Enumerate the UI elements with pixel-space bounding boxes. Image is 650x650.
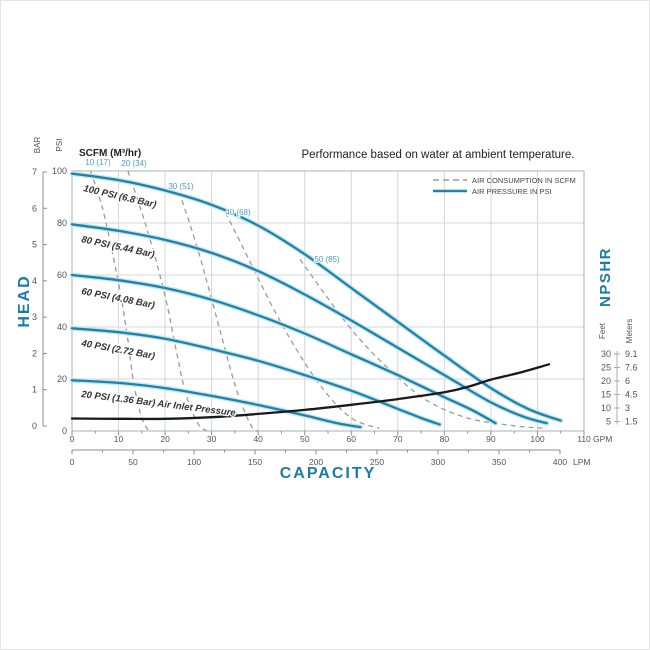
bar-axis-unit: BAR xyxy=(33,137,42,154)
meters-tick-label: 6 xyxy=(625,376,630,386)
capacity-axis-title: CAPACITY xyxy=(280,465,377,482)
air-pressure-curves xyxy=(69,171,564,430)
meters-tick-label: 4.5 xyxy=(625,390,638,400)
lpm-tick-label: 0 xyxy=(70,457,75,467)
psi-tick-label: 40 xyxy=(57,322,67,332)
gpm-tick-label: 20 xyxy=(160,434,170,444)
lpm-unit-label: LPM xyxy=(573,457,590,467)
npshr-axis-title: NPSHR xyxy=(597,247,614,307)
feet-tick-label: 25 xyxy=(601,363,611,373)
bar-tick-label: 3 xyxy=(32,312,37,322)
gpm-tick-label: 80 xyxy=(440,434,450,444)
gpm-tick-label: 100 xyxy=(530,434,544,444)
air-pressure-curve xyxy=(70,273,497,425)
gpm-tick-label: 60 xyxy=(347,434,357,444)
npshr-curve xyxy=(70,363,551,421)
feet-tick-label: 15 xyxy=(601,390,611,400)
gpm-tick-label: 40 xyxy=(253,434,263,444)
lpm-tick-label: 200 xyxy=(309,457,323,467)
legend-consumption-label: AIR CONSUMPTION IN SCFM xyxy=(472,176,576,185)
scfm-curve-label: 40 (68) xyxy=(225,208,251,217)
chart-title-note: Performance based on water at ambient te… xyxy=(302,149,575,161)
meters-tick-label: 9.1 xyxy=(625,349,638,359)
lpm-tick-label: 350 xyxy=(492,457,506,467)
lpm-tick-label: 50 xyxy=(128,457,138,467)
air-consumption-curve xyxy=(127,170,208,432)
lpm-tick-label: 100 xyxy=(187,457,201,467)
lpm-tick-label: 400 xyxy=(553,457,567,467)
bar-tick-label: 5 xyxy=(32,240,37,250)
bar-tick-label: 4 xyxy=(32,276,37,286)
psi-tick-label: 100 xyxy=(52,166,67,176)
lpm-tick-label: 150 xyxy=(248,457,262,467)
air-pressure-curve xyxy=(70,379,362,429)
feet-tick-label: 20 xyxy=(601,376,611,386)
gpm-unit-label: GPM xyxy=(593,434,612,444)
meters-tick-label: 3 xyxy=(625,403,630,413)
psi-axis-unit: PSI xyxy=(55,139,64,152)
meters-tick-label: 1.5 xyxy=(625,417,638,427)
gpm-tick-label: 110 xyxy=(577,434,591,444)
meters-tick-label: 7.6 xyxy=(625,363,638,373)
psi-tick-label: 80 xyxy=(57,218,67,228)
npshr-curve-path xyxy=(70,363,551,421)
bar-tick-label: 2 xyxy=(32,348,37,358)
legend: AIR CONSUMPTION IN SCFM AIR PRESSURE IN … xyxy=(433,176,576,196)
feet-tick-label: 30 xyxy=(601,349,611,359)
legend-pressure-label: AIR PRESSURE IN PSI xyxy=(472,187,552,196)
gpm-tick-label: 30 xyxy=(207,434,217,444)
psi-tick-label: 20 xyxy=(57,374,67,384)
scfm-header: SCFM (M³/hr) xyxy=(79,148,141,159)
meters-axis-unit: Meters xyxy=(625,319,634,343)
psi-tick-label: 0 xyxy=(62,426,67,436)
scfm-curve-label: 20 (34) xyxy=(121,159,147,168)
bar-tick-label: 6 xyxy=(32,203,37,213)
psi-tick-label: 60 xyxy=(57,270,67,280)
lpm-tick-label: 300 xyxy=(431,457,445,467)
head-axis-title: HEAD xyxy=(16,274,33,327)
air-consumption-curve xyxy=(299,259,547,430)
gpm-tick-label: 0 xyxy=(70,434,75,444)
feet-axis-unit: Feet xyxy=(598,322,607,339)
gpm-tick-label: 10 xyxy=(114,434,124,444)
gpm-tick-label: 70 xyxy=(393,434,403,444)
scfm-curve-label: 30 (51) xyxy=(168,182,194,191)
bar-tick-label: 0 xyxy=(32,421,37,431)
scfm-curve-label: 10 (17) xyxy=(85,158,111,167)
air-consumption-curves xyxy=(89,170,547,432)
bar-tick-label: 7 xyxy=(32,167,37,177)
gpm-tick-label: 50 xyxy=(300,434,310,444)
air-pressure-curve xyxy=(70,327,441,426)
bar-tick-label: 1 xyxy=(32,385,37,395)
feet-tick-label: 10 xyxy=(601,403,611,413)
gpm-tick-label: 90 xyxy=(486,434,496,444)
lpm-tick-label: 250 xyxy=(370,457,384,467)
feet-tick-label: 5 xyxy=(606,417,611,427)
air-pressure-curve xyxy=(70,223,548,425)
air-pressure-curve xyxy=(70,172,562,422)
air-consumption-curve xyxy=(178,191,259,432)
scfm-curve-label: 50 (85) xyxy=(314,255,340,264)
